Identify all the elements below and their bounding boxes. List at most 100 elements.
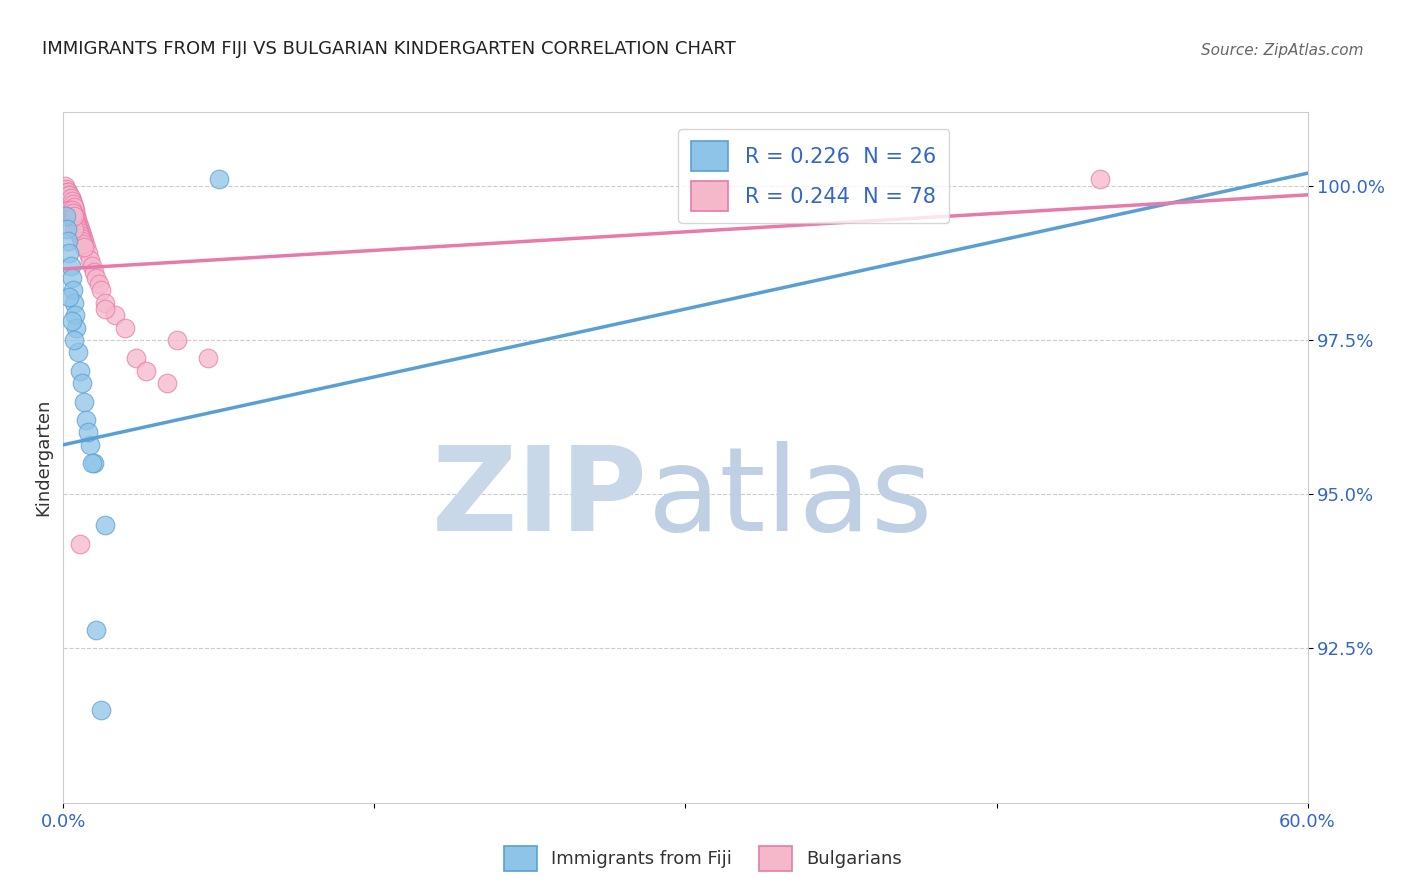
- Point: [93, 301, 115, 316]
- Legend: R = 0.226  N = 26, R = 0.244  N = 78: R = 0.226 N = 26, R = 0.244 N = 78: [678, 128, 949, 223]
- Point: [60, 314, 83, 328]
- Point: [66, 212, 89, 227]
- Point: [65, 216, 87, 230]
- Point: [66, 221, 89, 235]
- Point: [70, 376, 93, 390]
- Point: [63, 206, 86, 220]
- Point: [58, 234, 80, 248]
- Point: [65, 210, 87, 224]
- Point: [69, 364, 91, 378]
- Point: [58, 191, 80, 205]
- Point: [62, 203, 84, 218]
- Point: [56, 221, 79, 235]
- Point: [62, 200, 84, 214]
- Point: [58, 246, 80, 260]
- Point: [66, 345, 89, 359]
- Point: [77, 425, 100, 440]
- Point: [60, 194, 83, 208]
- Point: [58, 194, 80, 208]
- Point: [72, 237, 94, 252]
- Point: [82, 259, 104, 273]
- Point: [58, 290, 80, 304]
- Point: [63, 203, 86, 218]
- Point: [58, 185, 80, 199]
- Point: [66, 216, 89, 230]
- Point: [59, 191, 82, 205]
- Point: [73, 240, 96, 254]
- Point: [60, 203, 83, 218]
- Point: [73, 234, 96, 248]
- Point: [197, 351, 219, 366]
- Point: [58, 191, 80, 205]
- Point: [62, 203, 84, 218]
- Point: [53, 178, 76, 193]
- Text: atlas: atlas: [648, 442, 934, 556]
- Point: [70, 225, 93, 239]
- Point: [66, 219, 89, 233]
- Point: [59, 191, 82, 205]
- Point: [58, 203, 80, 218]
- Point: [93, 296, 115, 310]
- Point: [62, 206, 84, 220]
- Point: [125, 351, 148, 366]
- Point: [79, 252, 101, 267]
- Point: [70, 231, 93, 245]
- Point: [62, 333, 84, 347]
- Point: [60, 200, 83, 214]
- Point: [93, 518, 115, 533]
- Point: [83, 265, 105, 279]
- Point: [65, 320, 87, 334]
- Point: [67, 219, 90, 233]
- Point: [58, 187, 80, 202]
- Point: [67, 225, 90, 239]
- Point: [77, 246, 100, 260]
- Point: [82, 456, 104, 470]
- Point: [59, 200, 82, 214]
- Point: [79, 438, 101, 452]
- Point: [59, 197, 82, 211]
- Point: [60, 197, 83, 211]
- Point: [62, 197, 84, 211]
- Point: [60, 194, 83, 208]
- Point: [58, 187, 80, 202]
- Point: [69, 536, 91, 550]
- Point: [62, 200, 84, 214]
- Point: [59, 206, 82, 220]
- Point: [62, 197, 84, 211]
- Point: [62, 296, 84, 310]
- Point: [90, 284, 112, 298]
- Point: [55, 210, 77, 224]
- Point: [69, 221, 91, 235]
- Point: [59, 259, 82, 273]
- Text: Source: ZipAtlas.com: Source: ZipAtlas.com: [1201, 43, 1364, 58]
- Point: [62, 210, 84, 224]
- Point: [135, 364, 157, 378]
- Point: [59, 194, 82, 208]
- Point: [87, 277, 110, 292]
- Point: [69, 227, 91, 242]
- Point: [104, 308, 127, 322]
- Point: [58, 187, 80, 202]
- Point: [70, 227, 93, 242]
- Point: [60, 210, 83, 224]
- Point: [63, 308, 86, 322]
- Point: [62, 284, 84, 298]
- Point: [166, 333, 188, 347]
- Point: [83, 456, 105, 470]
- Point: [75, 240, 97, 254]
- Point: [56, 185, 79, 199]
- Point: [63, 212, 86, 227]
- Point: [62, 210, 84, 224]
- Point: [62, 206, 84, 220]
- Legend: Immigrants from Fiji, Bulgarians: Immigrants from Fiji, Bulgarians: [496, 838, 910, 879]
- Point: [60, 203, 83, 218]
- Text: IMMIGRANTS FROM FIJI VS BULGARIAN KINDERGARTEN CORRELATION CHART: IMMIGRANTS FROM FIJI VS BULGARIAN KINDER…: [42, 40, 735, 58]
- Point: [58, 197, 80, 211]
- Point: [70, 234, 93, 248]
- Point: [114, 320, 136, 334]
- Point: [86, 623, 108, 637]
- Text: ZIP: ZIP: [432, 442, 648, 556]
- Point: [62, 206, 84, 220]
- Point: [62, 200, 84, 214]
- Point: [90, 703, 112, 717]
